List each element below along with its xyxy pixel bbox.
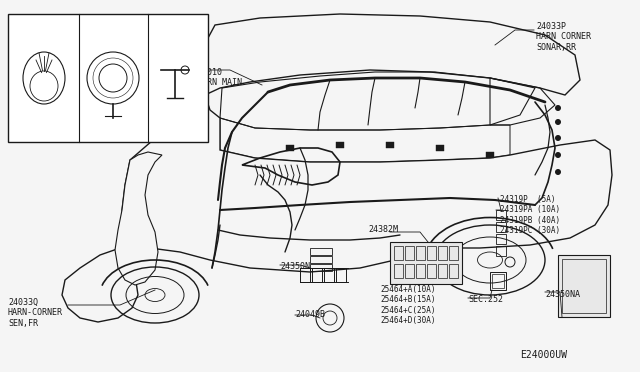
Bar (386, 142, 394, 148)
Text: 24049B: 24049B (295, 310, 325, 319)
Text: 24010EA: 24010EA (99, 133, 134, 142)
Bar (438, 246, 447, 260)
Text: 24382M: 24382M (368, 225, 398, 234)
Polygon shape (62, 95, 612, 322)
Bar (427, 246, 436, 260)
Text: 24010EC: 24010EC (159, 133, 193, 142)
Bar (436, 145, 444, 151)
Circle shape (555, 169, 561, 175)
Bar (8, 14, 208, 142)
Bar (496, 246, 506, 256)
Circle shape (555, 119, 561, 125)
Bar (336, 142, 344, 148)
Bar (312, 268, 322, 282)
Bar (310, 264, 332, 271)
Bar (405, 246, 414, 260)
Bar (449, 246, 458, 260)
Text: 24033P
HARN CORNER
SONAR,RR: 24033P HARN CORNER SONAR,RR (536, 22, 591, 52)
Bar (416, 264, 425, 278)
Bar (324, 268, 334, 282)
Polygon shape (198, 14, 580, 95)
Bar (427, 264, 436, 278)
Bar (286, 145, 294, 151)
Bar (310, 256, 332, 263)
Text: E24000UW: E24000UW (520, 350, 567, 360)
Bar (490, 272, 506, 290)
Bar (496, 222, 506, 232)
Bar (486, 152, 494, 158)
Bar (300, 268, 310, 282)
Text: 24010
HARN MAIN: 24010 HARN MAIN (197, 68, 242, 87)
Bar (449, 264, 458, 278)
Bar (394, 264, 403, 278)
Text: 25464+A(10A)
25464+B(15A)
25464+C(25A)
25464+D(30A): 25464+A(10A) 25464+B(15A) 25464+C(25A) 2… (380, 285, 435, 325)
Bar (562, 259, 606, 313)
Bar (390, 242, 462, 284)
Bar (492, 274, 504, 288)
Bar (438, 264, 447, 278)
Bar (310, 248, 332, 255)
Text: 24010DE: 24010DE (26, 133, 61, 142)
Bar (496, 210, 506, 220)
Circle shape (555, 152, 561, 158)
Bar (558, 255, 610, 317)
Text: 24350N: 24350N (280, 262, 310, 271)
Polygon shape (115, 152, 162, 285)
Circle shape (555, 135, 561, 141)
Bar (405, 264, 414, 278)
Bar (416, 246, 425, 260)
Bar (496, 234, 506, 244)
Text: SEC.252: SEC.252 (468, 295, 503, 304)
Text: 24319P  (5A)
24319PA (10A)
24319PB (40A)
24319PC (30A): 24319P (5A) 24319PA (10A) 24319PB (40A) … (500, 195, 560, 235)
Circle shape (555, 105, 561, 111)
Text: 24033Q
HARN-CORNER
SEN,FR: 24033Q HARN-CORNER SEN,FR (8, 298, 63, 328)
Text: 24350NA: 24350NA (545, 290, 580, 299)
Bar (336, 268, 346, 282)
Bar (394, 246, 403, 260)
